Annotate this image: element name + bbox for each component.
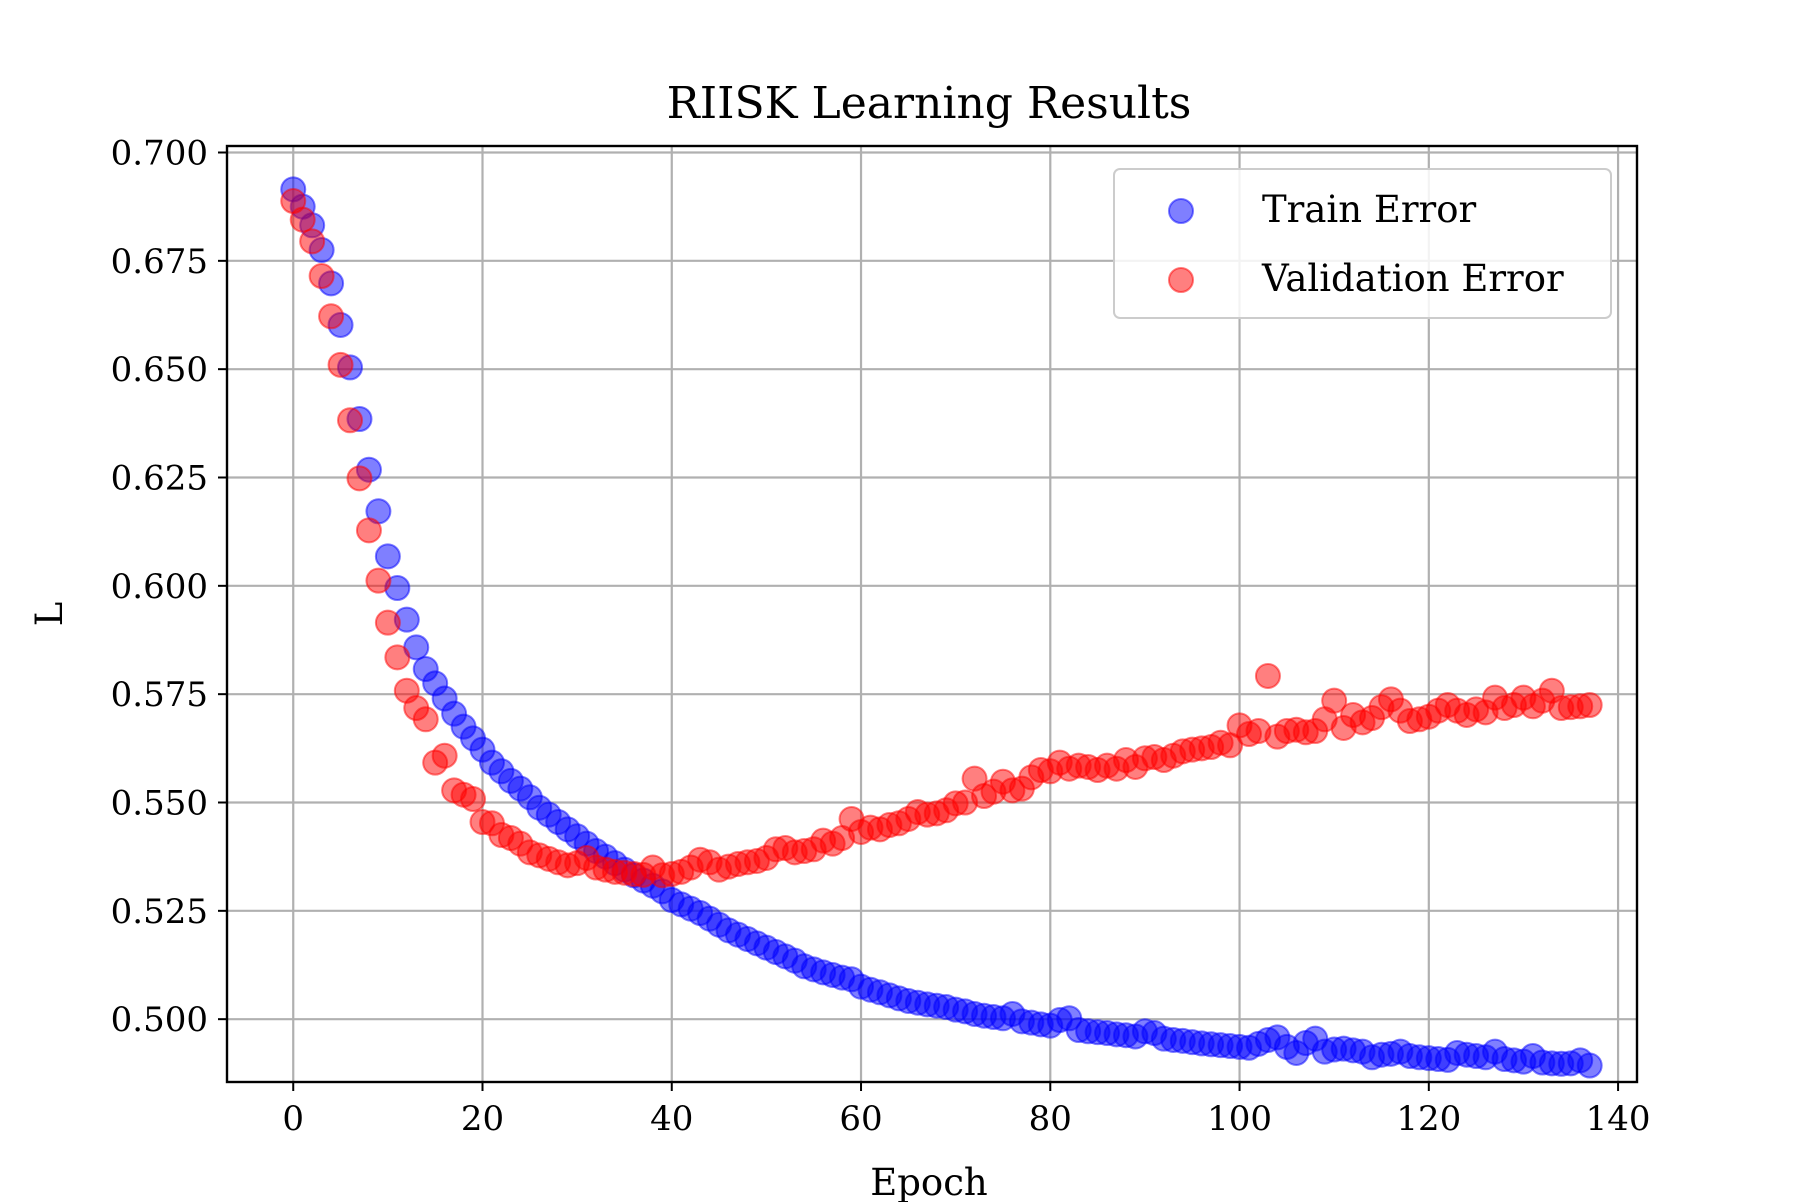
chart-title: RIISK Learning Results	[667, 78, 1192, 129]
x-tick-label: 140	[1586, 1099, 1651, 1139]
validation-error-point	[1321, 687, 1348, 714]
legend-box	[1113, 168, 1612, 319]
x-axis-label: Epoch	[870, 1161, 988, 1202]
validation-error-point	[327, 351, 354, 378]
y-tick-label: 0.600	[111, 567, 208, 607]
axis-ticks: 0 20 40 60 80 100 120 140 0.500 0.525 0.550 0.575 0.…	[111, 134, 1651, 1140]
validation-error-point	[460, 786, 487, 813]
validation-error-point	[365, 567, 392, 594]
y-tick-label: 0.525	[111, 892, 208, 932]
x-tick-label: 60	[839, 1099, 882, 1139]
validation-error-point	[384, 644, 411, 671]
legend-marker-validation-error	[1168, 267, 1194, 293]
data-points	[280, 176, 1603, 1079]
y-tick-label: 0.700	[111, 134, 208, 174]
y-tick-label: 0.625	[111, 459, 208, 499]
validation-error-point	[355, 517, 382, 544]
validation-error-point	[337, 407, 364, 434]
validation-error-point	[318, 303, 345, 330]
x-tick-label: 100	[1207, 1099, 1272, 1139]
y-axis-label: L	[28, 602, 71, 627]
validation-error-point	[431, 742, 458, 769]
y-tick-label: 0.500	[111, 1000, 208, 1040]
legend-label-train-error: Train Error	[1262, 188, 1477, 231]
legend: Train Error Validation Error	[1113, 168, 1612, 319]
legend-label-validation-error: Validation Error	[1261, 257, 1564, 300]
validation-error-point	[374, 609, 401, 636]
x-tick-label: 120	[1396, 1099, 1461, 1139]
validation-error-point	[289, 206, 316, 233]
validation-error-point	[412, 706, 439, 733]
y-tick-label: 0.650	[111, 350, 208, 390]
y-tick-label: 0.575	[111, 675, 208, 715]
validation-error-point	[308, 263, 335, 289]
train-error-point	[374, 543, 401, 570]
y-tick-label: 0.675	[111, 242, 208, 282]
y-tick-label: 0.550	[111, 784, 208, 824]
x-tick-label: 0	[282, 1099, 304, 1139]
validation-error-point	[1254, 662, 1281, 689]
legend-marker-train-error	[1168, 198, 1194, 224]
x-tick-label: 20	[461, 1099, 504, 1139]
validation-error-point	[299, 228, 326, 255]
train-error-point	[1576, 1052, 1603, 1079]
plot-frame	[225, 144, 1639, 1084]
validation-error-point	[346, 465, 373, 492]
x-tick-label: 80	[1029, 1099, 1072, 1139]
validation-error-point	[1576, 692, 1603, 718]
x-tick-label: 40	[650, 1099, 693, 1139]
